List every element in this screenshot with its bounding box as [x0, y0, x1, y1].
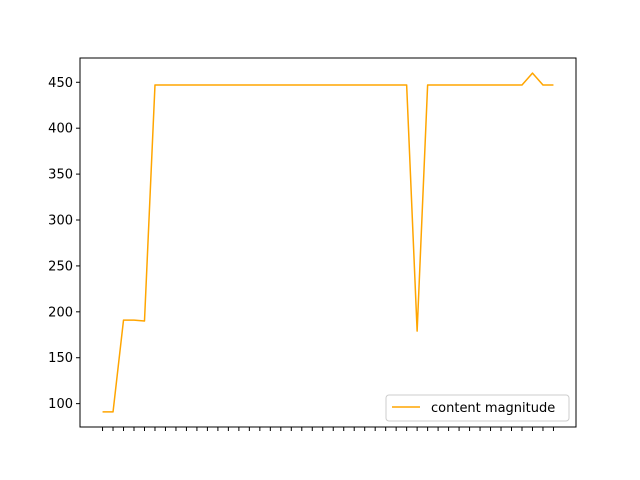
x-axis — [102, 427, 554, 431]
legend-box — [385, 394, 570, 422]
y-tick-label: 350 — [48, 168, 73, 183]
y-tick-label: 100 — [48, 397, 73, 412]
legend: content magnitude — [385, 394, 570, 422]
y-tick-label: 250 — [48, 259, 73, 274]
legend-label: content magnitude — [431, 401, 555, 416]
y-tick-label: 400 — [48, 122, 73, 137]
series-line — [102, 72, 554, 413]
y-tick-label: 150 — [48, 351, 73, 366]
plot-frame — [79, 57, 577, 428]
plot-area — [80, 58, 576, 427]
series-group — [102, 72, 554, 413]
y-axis: 100 150 200 250 300 350 400 450 — [48, 76, 80, 412]
y-tick-label: 450 — [48, 76, 73, 91]
y-tick-label: 300 — [48, 214, 73, 229]
y-tick-label: 200 — [48, 305, 73, 320]
